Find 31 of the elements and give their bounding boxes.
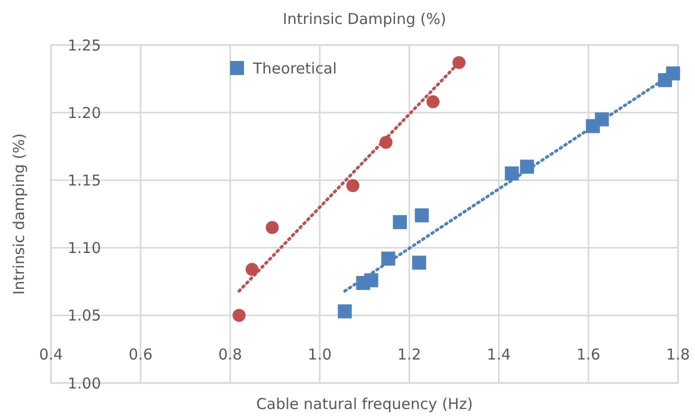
y-tick-label: 1.20 [68,104,101,122]
x-tick-label: 1.8 [666,345,690,364]
point [666,66,680,80]
chart-title: Intrinsic Damping (%) [282,10,446,28]
point [266,221,279,234]
x-tick-label: 1.4 [486,345,511,364]
point [346,179,360,192]
x-tick-label: 0.8 [218,345,242,364]
legend-label: Theoretical [252,59,337,78]
y-tick-label: 1.10 [68,239,101,258]
x-tick-label: 1.6 [576,345,600,364]
x-tick-label: 0.6 [128,345,152,364]
point [392,215,407,230]
point [414,208,429,222]
y-tick-label: 1.05 [68,306,101,325]
legend-entry: Theoretical [230,59,337,78]
x-tick-label: 0.4 [39,345,63,364]
point [452,56,466,70]
x-tick-label: 1.2 [397,345,422,364]
y-tick-label: 1.25 [68,36,101,54]
point [338,304,352,318]
y-axis-title: Intrinsic damping (%) [10,133,28,295]
x-axis-title: Cable natural frequency (Hz) [256,395,473,413]
x-tick-label: 1.0 [308,345,332,364]
point [232,308,246,322]
y-tick-label: 1.00 [68,374,101,392]
point [412,256,426,270]
point [246,262,259,276]
point [426,95,440,108]
y-tick-label: 1.15 [68,171,101,190]
point [504,166,519,180]
